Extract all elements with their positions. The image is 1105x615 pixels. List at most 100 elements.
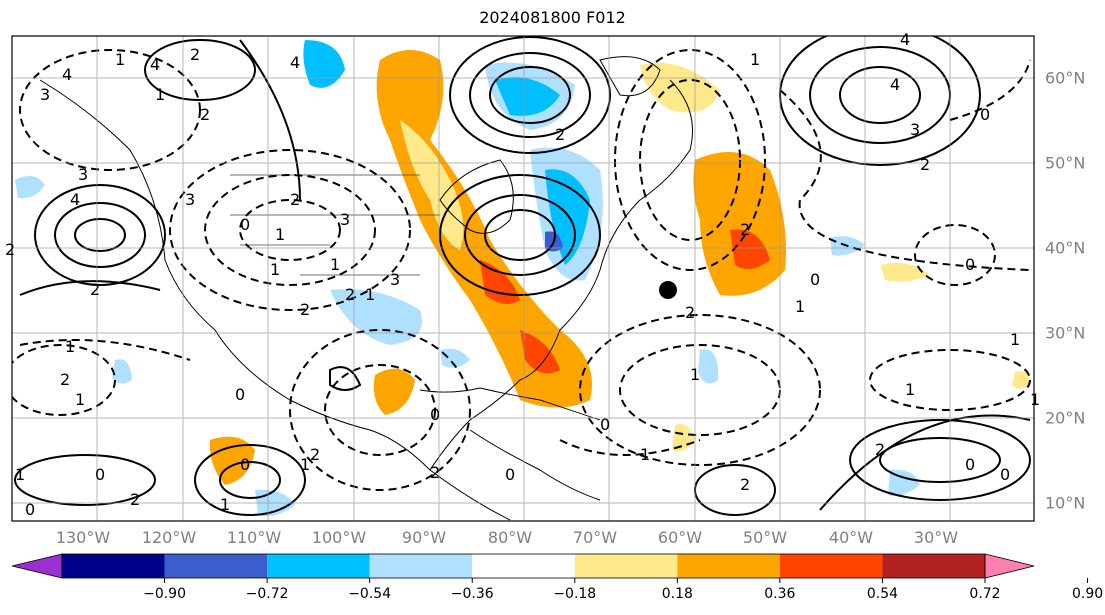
contour-label: 4 bbox=[890, 75, 900, 94]
contour-label: 1 bbox=[1010, 330, 1020, 349]
contour-label: 4 bbox=[900, 30, 910, 49]
colorbar bbox=[11, 553, 1089, 583]
contour-label: 1 bbox=[365, 285, 375, 304]
contour-label: 1 bbox=[155, 85, 165, 104]
contour-label: 3 bbox=[340, 210, 350, 229]
latitude-label: 60°N bbox=[1045, 68, 1086, 88]
colorbar-tick-label: −0.18 bbox=[553, 586, 597, 602]
contour-label: 3 bbox=[185, 190, 195, 209]
longitude-label: 60°W bbox=[657, 528, 703, 547]
contour-label: 0 bbox=[600, 415, 610, 434]
contour-label: 1 bbox=[750, 50, 760, 69]
graticule bbox=[12, 36, 1034, 521]
contour-label: 2 bbox=[130, 490, 140, 509]
colorbar-extend-low bbox=[11, 553, 63, 579]
contour-label: 0 bbox=[240, 455, 250, 474]
cold-shade bbox=[15, 176, 45, 199]
cold-shade bbox=[698, 349, 719, 384]
contour-label: 0 bbox=[95, 465, 105, 484]
contour-label: 1 bbox=[905, 380, 915, 399]
colorbar-tick-label: 0.90 bbox=[1071, 586, 1104, 602]
contour-label: 1 bbox=[330, 255, 340, 274]
colorbar-tick-label: 0.36 bbox=[764, 586, 796, 602]
warm-shade bbox=[480, 260, 520, 304]
warm-shade bbox=[730, 229, 770, 269]
colorbar-segment bbox=[267, 554, 370, 578]
contour-label: 2 bbox=[60, 370, 70, 389]
colorbar-segment bbox=[574, 554, 678, 578]
contour-label: 3 bbox=[78, 165, 88, 184]
contour-label: 4 bbox=[62, 65, 72, 84]
colorbar-segment bbox=[677, 554, 780, 578]
contour-label: 2 bbox=[290, 190, 300, 209]
colorbar-tick-label: −0.36 bbox=[450, 586, 494, 602]
longitude-label: 130°W bbox=[55, 528, 111, 547]
longitude-label: 120°W bbox=[141, 528, 197, 547]
colorbar-tick-label: 0.54 bbox=[866, 586, 899, 602]
contour-label: 0 bbox=[25, 500, 35, 519]
negative-anomaly-shading bbox=[15, 40, 920, 517]
contour-label: 0 bbox=[1000, 465, 1010, 484]
contour-label: 1 bbox=[275, 225, 285, 244]
contour-label: 1 bbox=[15, 465, 25, 484]
contour-label: 2 bbox=[685, 303, 695, 322]
cold-shade bbox=[495, 77, 560, 116]
latitude-label: 30°N bbox=[1045, 323, 1086, 343]
positive-contours bbox=[14, 36, 1031, 516]
contour-label: 0 bbox=[240, 215, 250, 234]
contour-label: 0 bbox=[235, 385, 245, 404]
contour-label: 2 bbox=[740, 220, 750, 239]
colorbar-segment bbox=[472, 554, 575, 578]
contour-label: 2 bbox=[190, 45, 200, 64]
colorbar-segment bbox=[369, 554, 473, 578]
contour-label: 0 bbox=[980, 105, 990, 124]
contour-label: 2 bbox=[875, 440, 885, 459]
contour-label: 1 bbox=[795, 297, 805, 316]
contour-label: 1 bbox=[300, 455, 310, 474]
contour-label: 2 bbox=[430, 463, 440, 482]
longitude-label: 50°W bbox=[742, 528, 788, 547]
contour-label: 3 bbox=[40, 85, 50, 104]
warm-shade bbox=[373, 368, 415, 415]
contour-label: 2 bbox=[310, 445, 320, 464]
warm-shade bbox=[640, 62, 720, 113]
contour-label: 3 bbox=[910, 120, 920, 139]
contour-label: 2 bbox=[740, 475, 750, 494]
contour-label: 1 bbox=[690, 365, 700, 384]
station-dot bbox=[659, 281, 677, 299]
colorbar-tick-label: −0.90 bbox=[143, 586, 186, 602]
longitude-label: 80°W bbox=[487, 528, 533, 547]
contour-label: 0 bbox=[810, 270, 820, 289]
contour-label: 2 bbox=[200, 105, 210, 124]
coastlines bbox=[39, 56, 693, 521]
colorbar-outline bbox=[61, 553, 986, 579]
contour-label: 2 bbox=[90, 280, 100, 299]
map-frame bbox=[11, 35, 1035, 522]
colorbar-extend-high bbox=[984, 553, 1035, 579]
cold-shade bbox=[303, 40, 345, 88]
contour-label: 1 bbox=[1030, 390, 1040, 409]
latitude-label: 40°N bbox=[1045, 238, 1086, 258]
colorbar-segment bbox=[882, 554, 985, 578]
longitude-label: 100°W bbox=[311, 528, 367, 547]
contour-label: 3 bbox=[390, 270, 400, 289]
cold-shade bbox=[112, 359, 132, 384]
longitude-label: 110°W bbox=[226, 528, 282, 547]
longitude-label: 30°W bbox=[913, 528, 959, 547]
contour-label: 0 bbox=[965, 255, 975, 274]
latitude-label: 10°N bbox=[1045, 493, 1086, 513]
latitude-label: 20°N bbox=[1045, 408, 1086, 428]
contour-label: 1 bbox=[220, 495, 230, 514]
contour-label: 2 bbox=[920, 155, 930, 174]
contour-label: 0 bbox=[430, 405, 440, 424]
contour-label: 4 bbox=[70, 190, 80, 209]
warm-shade bbox=[880, 262, 930, 282]
contour-label: 4 bbox=[150, 55, 160, 74]
warm-shade bbox=[1012, 371, 1030, 389]
contour-label: 1 bbox=[640, 445, 650, 464]
colorbar-tick-label: −0.54 bbox=[348, 586, 392, 602]
colorbar-tick-label: −0.72 bbox=[245, 586, 289, 602]
contour-label: 1 bbox=[65, 337, 75, 356]
